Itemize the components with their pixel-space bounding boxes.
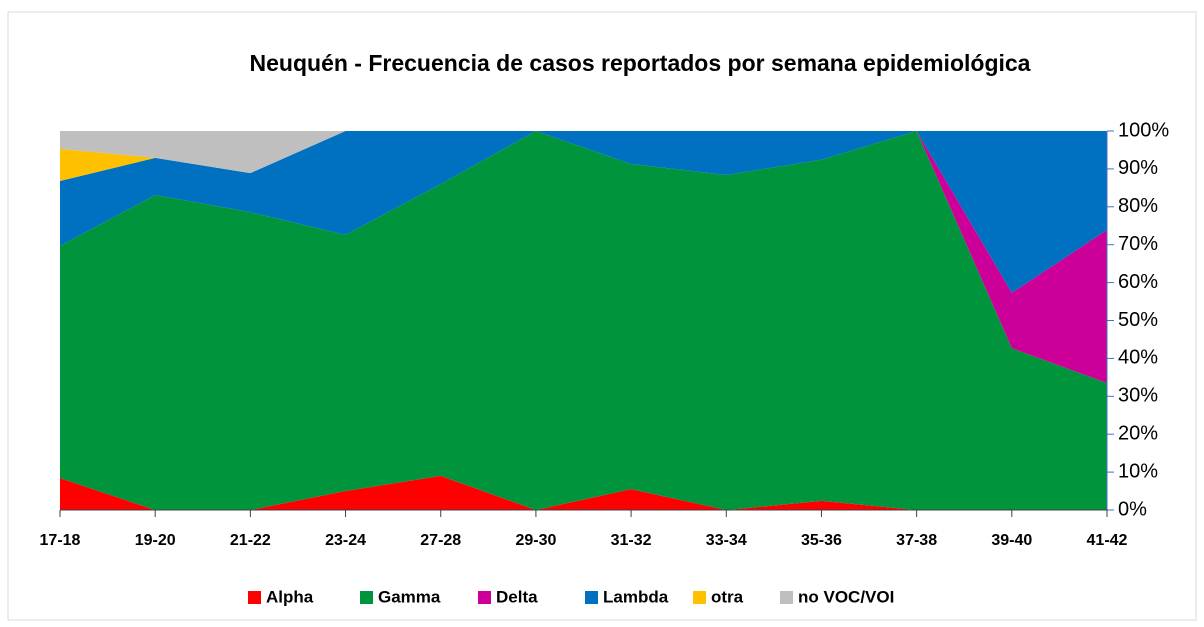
legend-label: no VOC/VOI (798, 587, 894, 606)
y-tick-label: 10% (1118, 460, 1158, 482)
x-tick-label: 23-24 (325, 532, 366, 549)
legend-label: Lambda (603, 587, 669, 606)
area (60, 131, 1107, 174)
x-tick-label: 31-32 (611, 532, 652, 549)
y-tick-label: 20% (1118, 422, 1158, 444)
y-tick-label: 30% (1118, 385, 1158, 407)
legend-swatch (693, 591, 706, 604)
y-tick-label: 60% (1118, 271, 1158, 293)
y-tick-label: 40% (1118, 347, 1158, 369)
x-tick-label: 17-18 (40, 532, 81, 549)
x-tick-label: 27-28 (420, 532, 461, 549)
legend-swatch (478, 591, 491, 604)
y-tick-label: 0% (1118, 498, 1147, 520)
legend-swatch (360, 591, 373, 604)
x-tick-label: 21-22 (230, 532, 271, 549)
legend-label: Delta (496, 587, 538, 606)
legend-swatch (780, 591, 793, 604)
chart-title: Neuquén - Frecuencia de casos reportados… (250, 50, 1031, 76)
x-tick-label: 37-38 (896, 532, 937, 549)
y-tick-label: 100% (1118, 119, 1169, 141)
area (60, 131, 1107, 510)
x-tick-label: 35-36 (801, 532, 842, 549)
x-tick-label: 41-42 (1087, 532, 1128, 549)
area (60, 475, 1107, 510)
x-tick-label: 19-20 (135, 532, 176, 549)
legend-label: Gamma (378, 587, 441, 606)
legend-swatch (585, 591, 598, 604)
y-tick-label: 50% (1118, 309, 1158, 331)
y-tick-label: 70% (1118, 233, 1158, 255)
area (60, 131, 1107, 293)
x-tick-label: 29-30 (515, 532, 556, 549)
legend-swatch (248, 591, 261, 604)
legend-label: otra (711, 587, 744, 606)
x-tick-label: 39-40 (991, 532, 1032, 549)
y-tick-label: 80% (1118, 195, 1158, 217)
legend-label: Alpha (266, 587, 314, 606)
x-tick-label: 33-34 (706, 532, 747, 549)
y-tick-label: 90% (1118, 157, 1158, 179)
